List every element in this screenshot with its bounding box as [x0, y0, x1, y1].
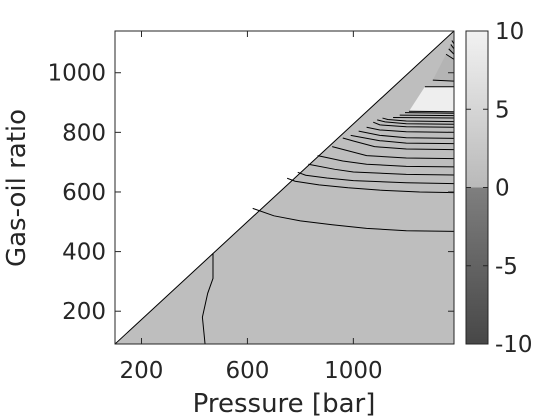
x-axis: 200 600 1000 [120, 31, 383, 384]
contour-level-3 [297, 171, 454, 185]
band-mid-2 [448, 44, 454, 55]
contour-level-5 [317, 155, 454, 168]
x-axis-label: Pressure [bar] [193, 389, 376, 419]
contour-level-22 [450, 44, 454, 50]
y-tick-label: 200 [62, 299, 106, 325]
contour-level-2 [286, 177, 454, 194]
contour-level-6 [332, 146, 454, 160]
plot-frame [114, 30, 455, 345]
contour-level-17 [408, 110, 454, 113]
contour-level-9 [358, 130, 454, 139]
colorbar-tick-label: 0 [495, 176, 510, 202]
y-tick-label: 800 [62, 120, 106, 146]
band-mid-1 [432, 54, 454, 82]
y-tick-label: 600 [62, 180, 106, 206]
plot-area [114, 30, 455, 345]
colorbar: 10 5 0 -5 -10 [465, 19, 533, 358]
contour-near-zero-left [201, 253, 214, 344]
y-tick-label: 400 [62, 240, 106, 266]
colorbar-ticks: 10 5 0 -5 -10 [466, 19, 533, 358]
contour-level-15 [399, 114, 454, 117]
x-tick-label: 200 [120, 358, 164, 384]
contour-level-21 [448, 48, 454, 55]
contour-level-4 [308, 163, 454, 176]
x-tick-label: 600 [225, 358, 269, 384]
contour-level-16 [404, 112, 454, 114]
contour-level-13 [382, 117, 454, 123]
band-light [408, 86, 454, 112]
y-tick-label: 1000 [47, 61, 106, 87]
contour-level-7 [342, 137, 454, 151]
contour-level-1 [252, 207, 454, 232]
colorbar-tick-label: 10 [495, 19, 524, 45]
contour-level-8 [350, 134, 454, 145]
contour-level-10 [366, 126, 454, 133]
x-tick-label: 1000 [324, 358, 383, 384]
boundary-line [115, 31, 454, 344]
y-axis-label: Gas-oil ratio [2, 109, 32, 267]
colorbar-tick-label: 5 [495, 97, 510, 123]
contour-level-12 [377, 119, 454, 125]
y-axis: 200 400 600 800 1000 [47, 61, 454, 325]
contour-level-20 [445, 53, 454, 60]
contour-level-11 [373, 121, 454, 128]
contour-level-14 [393, 116, 454, 119]
colorbar-tick-label: -10 [495, 332, 533, 358]
contour-level-19 [432, 79, 454, 82]
colorbar-tick-label: -5 [495, 254, 518, 280]
contour-bands [408, 40, 454, 112]
contour-lines [201, 40, 454, 344]
